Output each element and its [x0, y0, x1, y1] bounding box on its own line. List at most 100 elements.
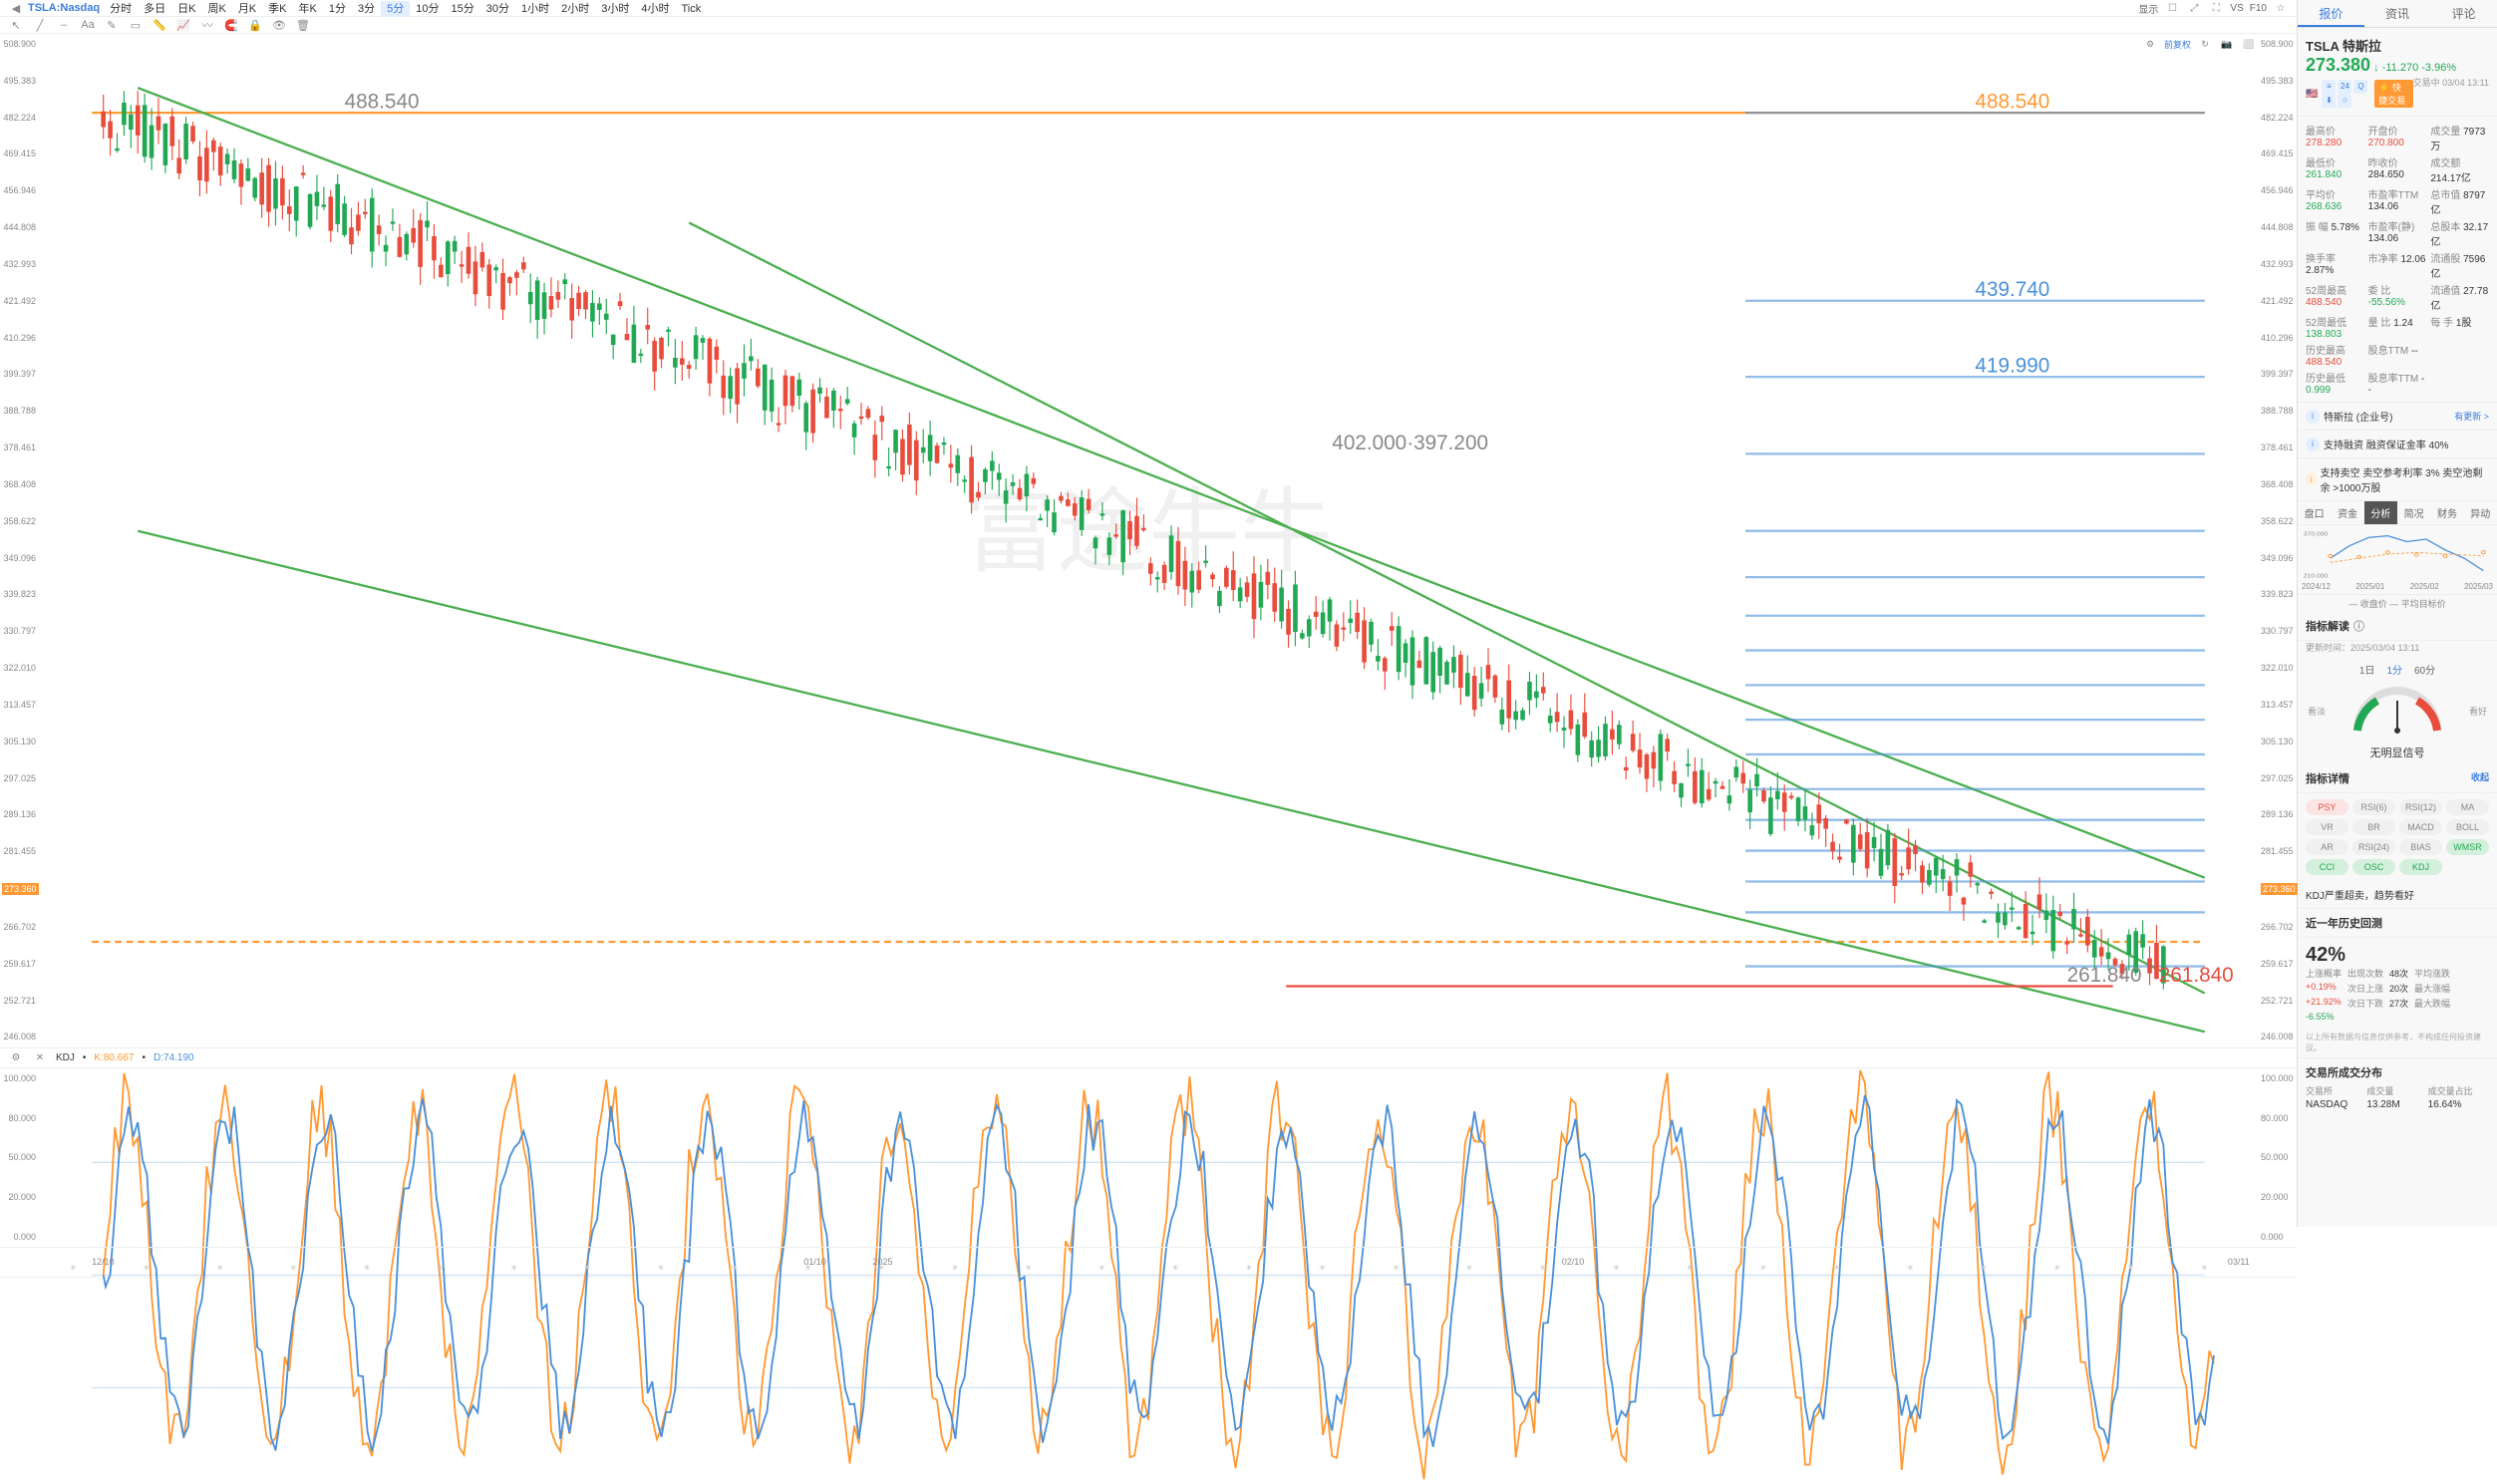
checkbox-icon[interactable]: ☐: [2164, 0, 2180, 16]
timeframe-分时[interactable]: 分时: [104, 1, 138, 17]
timeframe-月K[interactable]: 月K: [232, 1, 262, 17]
close-icon[interactable]: ✕: [32, 1049, 48, 1065]
kdj-label: KDJ: [56, 1052, 75, 1063]
stat-总股本: 总股本 32.17亿: [2430, 218, 2489, 248]
indicator-pill-MA[interactable]: MA: [2446, 799, 2489, 815]
mini-tab-分析[interactable]: 分析: [2364, 501, 2397, 524]
period-tab-60分[interactable]: 60分: [2414, 662, 2435, 677]
quick-trade-button[interactable]: ⚡ 快捷交易: [2374, 80, 2412, 108]
gauge-icon: [2347, 686, 2447, 736]
indicator-pill-MACD[interactable]: MACD: [2399, 819, 2442, 835]
indicator-pill-PSY[interactable]: PSY: [2306, 799, 2348, 815]
exchange-header: 交易所成交分布: [2306, 1064, 2489, 1080]
fullscreen-icon[interactable]: ⛶: [2208, 0, 2224, 16]
price-chart[interactable]: ⚙ 前复权 ↻ 📷 ⬜ 508.900495.383482.224469.415…: [0, 34, 2297, 1047]
indicator-pill-CCI[interactable]: CCI: [2306, 859, 2348, 875]
magnet-icon[interactable]: 🧲: [223, 17, 239, 33]
mini-tab-资金[interactable]: 资金: [2331, 501, 2363, 524]
lock-icon[interactable]: 🔒: [247, 17, 263, 33]
line-icon[interactable]: ╱: [32, 17, 48, 33]
ticker-symbol[interactable]: TSLA:Nasdaq: [28, 2, 100, 14]
timeframe-30分[interactable]: 30分: [480, 1, 515, 17]
kdj-d-value: D:74.190: [154, 1052, 194, 1063]
back-icon[interactable]: ◀: [8, 0, 24, 16]
kdj-chart[interactable]: 100.00080.00050.00020.0000.000 100.00080…: [0, 1067, 2297, 1247]
sidebar-tab-报价[interactable]: 报价: [2298, 0, 2364, 27]
svg-text:439.740: 439.740: [1975, 278, 2049, 301]
timeframe-季K[interactable]: 季K: [262, 1, 292, 17]
x-tick: 12/10: [92, 1257, 115, 1267]
stat-每 手: 每 手 1股: [2430, 314, 2489, 340]
timeframe-5分[interactable]: 5分: [381, 1, 410, 17]
timeframe-4小时[interactable]: 4小时: [635, 1, 675, 17]
y-axis-left: 508.900495.383482.224469.415456.946444.8…: [0, 34, 38, 1047]
vs-label[interactable]: VS: [2230, 3, 2243, 14]
badge-icon[interactable]: Q: [2353, 80, 2367, 94]
brush-icon[interactable]: ✎: [104, 17, 120, 33]
mini-tab-盘口[interactable]: 盘口: [2298, 501, 2331, 524]
sidebar-tab-资讯[interactable]: 资讯: [2364, 0, 2431, 27]
collapse-button[interactable]: 收起: [2471, 770, 2489, 786]
indicator-pill-BOLL[interactable]: BOLL: [2446, 819, 2489, 835]
cursor-icon[interactable]: ↖: [8, 17, 24, 33]
timeframe-1小时[interactable]: 1小时: [515, 1, 555, 17]
indicator-pill-RSI(24)[interactable]: RSI(24): [2352, 839, 2395, 855]
timeframe-多日[interactable]: 多日: [138, 1, 171, 17]
timeframe-1分[interactable]: 1分: [323, 1, 352, 17]
timeframe-2小时[interactable]: 2小时: [555, 1, 595, 17]
info-icon[interactable]: ⓘ: [2353, 618, 2364, 634]
indicator-pill-BR[interactable]: BR: [2352, 819, 2395, 835]
mini-tab-财务[interactable]: 财务: [2430, 501, 2463, 524]
short-info-row[interactable]: i 支持卖空 卖空参考利率 3% 卖空池剩余 >1000万股: [2298, 458, 2497, 501]
f10-label[interactable]: F10: [2250, 3, 2267, 14]
timeframe-10分[interactable]: 10分: [410, 1, 445, 17]
indicator-pill-KDJ[interactable]: KDJ: [2399, 859, 2442, 875]
mini-chart[interactable]: 370.000210.000 2024/122025/012025/022025…: [2298, 525, 2497, 595]
timeframe-3小时[interactable]: 3小时: [595, 1, 635, 17]
rect-icon[interactable]: ▭: [128, 17, 144, 33]
indicator-pill-WMSR[interactable]: WMSR: [2446, 839, 2489, 855]
refresh-icon[interactable]: ↻: [2197, 36, 2213, 52]
indicator-pill-AR[interactable]: AR: [2306, 839, 2348, 855]
timeframe-3分[interactable]: 3分: [352, 1, 381, 17]
mini-tab-简况[interactable]: 简况: [2397, 501, 2430, 524]
period-tab-1日[interactable]: 1日: [2359, 662, 2375, 677]
badge-icon[interactable]: 24: [2338, 80, 2351, 94]
company-info-row[interactable]: i 特斯拉 (企业号) 有更新 >: [2298, 403, 2497, 431]
more-link[interactable]: 有更新 >: [2454, 410, 2489, 423]
timeframe-Tick[interactable]: Tick: [675, 1, 707, 17]
indicator-pill-RSI(12)[interactable]: RSI(12): [2399, 799, 2442, 815]
display-label[interactable]: 显示: [2138, 1, 2158, 16]
x-tick: 02/10: [1562, 1257, 1585, 1267]
star-icon[interactable]: ☆: [2273, 0, 2289, 16]
gear-icon[interactable]: ⚙: [2142, 36, 2158, 52]
dash-icon[interactable]: ┄: [56, 17, 72, 33]
timeframe-日K[interactable]: 日K: [171, 1, 201, 17]
badge-icon[interactable]: ☆: [2338, 94, 2351, 108]
indicator-pill-VR[interactable]: VR: [2306, 819, 2348, 835]
expand-icon[interactable]: ⤢: [2186, 0, 2202, 16]
trash-icon[interactable]: 🗑: [295, 17, 311, 33]
ruler-icon[interactable]: 📏: [152, 17, 167, 33]
eye-icon[interactable]: 👁: [271, 17, 287, 33]
timeframe-15分[interactable]: 15分: [445, 1, 479, 17]
badge-icon[interactable]: ≡: [2322, 80, 2336, 94]
timeframe-年K[interactable]: 年K: [293, 1, 323, 17]
mini-tab-异动[interactable]: 异动: [2464, 501, 2497, 524]
camera-icon[interactable]: 📷: [2219, 36, 2235, 52]
maximize-icon[interactable]: ⬜: [2241, 36, 2257, 52]
gear-icon[interactable]: ⚙: [8, 1049, 24, 1065]
fuquan-dropdown[interactable]: 前复权: [2164, 38, 2191, 51]
sidebar-tab-评论[interactable]: 评论: [2430, 0, 2497, 27]
period-tab-1分[interactable]: 1分: [2386, 662, 2402, 677]
wave-icon[interactable]: 〰: [199, 17, 215, 33]
margin-info-row[interactable]: i 支持融资 融资保证金率 40%: [2298, 431, 2497, 458]
timeframe-周K[interactable]: 周K: [201, 1, 231, 17]
text-icon[interactable]: Aa: [80, 17, 96, 33]
indicator-pill-OSC[interactable]: OSC: [2352, 859, 2395, 875]
y-axis-right: 508.900495.383482.224469.415456.946444.8…: [2259, 34, 2297, 1047]
indicator-pill-BIAS[interactable]: BIAS: [2399, 839, 2442, 855]
trend-icon[interactable]: 📈: [175, 17, 191, 33]
badge-icon[interactable]: ⬇: [2322, 94, 2336, 108]
indicator-pill-RSI(6)[interactable]: RSI(6): [2352, 799, 2395, 815]
